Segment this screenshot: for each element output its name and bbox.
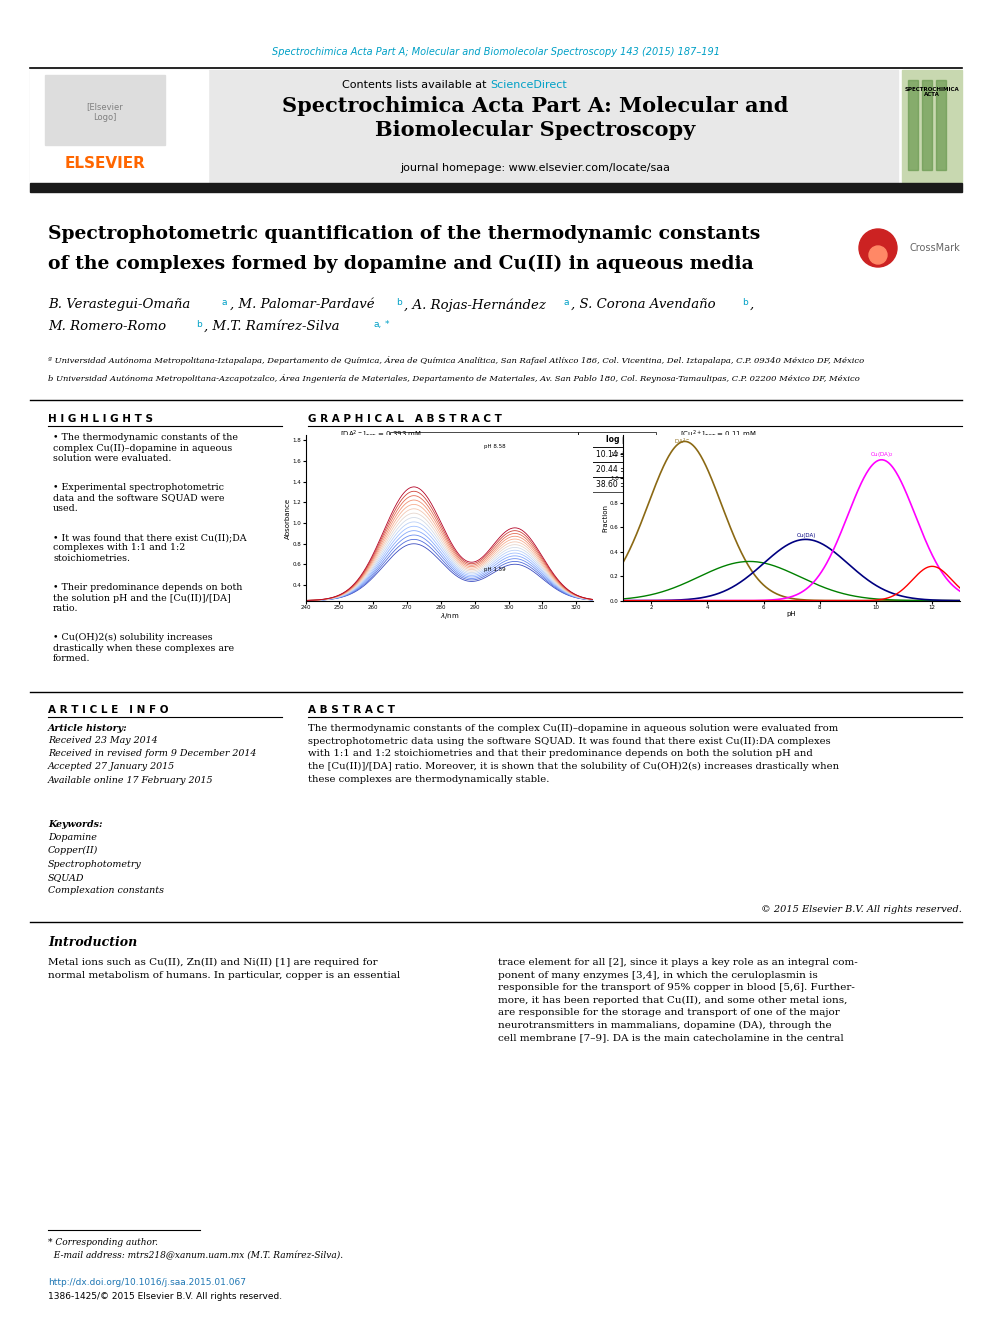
- Text: *: *: [385, 320, 390, 329]
- Text: G R A P H I C A L   A B S T R A C T: G R A P H I C A L A B S T R A C T: [308, 414, 502, 423]
- Text: Cu(DA): Cu(DA): [798, 533, 816, 538]
- Text: * Corresponding author.
  E-mail address: mtrs218@xanum.uam.mx (M.T. Ramírez-Sil: * Corresponding author. E-mail address: …: [48, 1238, 343, 1259]
- Bar: [902, 70, 962, 183]
- Text: ScienceDirect: ScienceDirect: [490, 79, 566, 90]
- Text: H I G H L I G H T S: H I G H L I G H T S: [48, 414, 153, 423]
- Text: • Experimental spectrophotometric
data and the software SQUAD were
used.: • Experimental spectrophotometric data a…: [53, 483, 224, 513]
- Text: b: b: [742, 298, 748, 307]
- Text: • The thermodynamic constants of the
complex Cu(II)–dopamine in aqueous
solution: • The thermodynamic constants of the com…: [53, 433, 238, 463]
- Bar: [922, 79, 932, 169]
- Bar: [390, 462, 578, 478]
- Text: http://dx.doi.org/10.1016/j.saa.2015.01.067: http://dx.doi.org/10.1016/j.saa.2015.01.…: [48, 1278, 246, 1287]
- Text: M. Romero-Romo: M. Romero-Romo: [48, 320, 166, 333]
- Text: [Cu$^{2+}$]$_{TOT}$ = 0.11 mM: [Cu$^{2+}$]$_{TOT}$ = 0.11 mM: [680, 429, 757, 442]
- Text: b: b: [196, 320, 201, 329]
- Text: , M. Palomar-Pardavé: , M. Palomar-Pardavé: [230, 298, 375, 311]
- Y-axis label: Absorbance: Absorbance: [286, 497, 292, 538]
- Text: DA$^{2-}$: DA$^{2-}$: [674, 437, 689, 446]
- Text: SPECTROCHIMICA
ACTA: SPECTROCHIMICA ACTA: [905, 86, 959, 98]
- X-axis label: $\lambda$/nm: $\lambda$/nm: [439, 611, 459, 622]
- Text: ª Universidad Autónoma Metropolitana-Iztapalapa, Departamento de Química, Área d: ª Universidad Autónoma Metropolitana-Izt…: [48, 356, 864, 365]
- Text: A B S T R A C T: A B S T R A C T: [308, 705, 395, 714]
- Text: © 2015 Elsevier B.V. All rights reserved.: © 2015 Elsevier B.V. All rights reserved…: [761, 905, 962, 914]
- Text: Spectrophotometric quantification of the thermodynamic constants: Spectrophotometric quantification of the…: [48, 225, 760, 243]
- Text: A R T I C L E   I N F O: A R T I C L E I N F O: [48, 705, 169, 714]
- Text: Dopamine
Copper(II)
Spectrophotometry
SQUAD
Complexation constants: Dopamine Copper(II) Spectrophotometry SQ…: [48, 833, 164, 894]
- Text: a,: a,: [374, 320, 382, 329]
- Text: pH 8.58: pH 8.58: [484, 445, 506, 450]
- Text: Cu(DA)$_2$: Cu(DA)$_2$: [870, 450, 894, 459]
- Bar: [30, 70, 898, 183]
- Text: of the complexes formed by dopamine and Cu(II) in aqueous media: of the complexes formed by dopamine and …: [48, 255, 754, 274]
- Bar: [390, 433, 578, 447]
- Text: b: b: [396, 298, 402, 307]
- Text: ,: ,: [750, 298, 754, 311]
- Text: Contents lists available at: Contents lists available at: [342, 79, 490, 90]
- Text: Introduction: Introduction: [48, 935, 137, 949]
- Bar: [390, 447, 578, 462]
- Text: [DA$^{2-}$]$_{TOT}$ = 0.393 mM: [DA$^{2-}$]$_{TOT}$ = 0.393 mM: [340, 429, 422, 442]
- Bar: [578, 447, 656, 462]
- Text: trace element for all [2], since it plays a key role as an integral com-
ponent : trace element for all [2], since it play…: [498, 958, 858, 1043]
- Bar: [390, 478, 578, 492]
- Text: • Cu(OH)2(s) solubility increases
drastically when these complexes are
formed.: • Cu(OH)2(s) solubility increases drasti…: [53, 632, 234, 663]
- Text: Equilibrium: Equilibrium: [459, 435, 509, 445]
- Text: Cu2+ + DA2− ⇒ Cu(DA): Cu2+ + DA2− ⇒ Cu(DA): [437, 450, 531, 459]
- Text: pH 1.59: pH 1.59: [484, 566, 506, 572]
- Text: , M.T. Ramírez-Silva: , M.T. Ramírez-Silva: [204, 320, 339, 333]
- Text: • It was found that there exist Cu(II);DA
complexes with 1:1 and 1:2
stoichiomet: • It was found that there exist Cu(II);D…: [53, 533, 247, 562]
- Bar: [45, 75, 165, 146]
- Text: a: a: [563, 298, 568, 307]
- Text: B. Verastegui-Omaña: B. Verastegui-Omaña: [48, 298, 190, 311]
- Text: Received 23 May 2014
Received in revised form 9 December 2014
Accepted 27 Januar: Received 23 May 2014 Received in revised…: [48, 736, 256, 785]
- Text: ELSEVIER: ELSEVIER: [64, 156, 146, 171]
- Text: 1386-1425/© 2015 Elsevier B.V. All rights reserved.: 1386-1425/© 2015 Elsevier B.V. All right…: [48, 1293, 282, 1301]
- Text: 20.44 ±0.5: 20.44 ±0.5: [595, 464, 638, 474]
- Bar: [578, 478, 656, 492]
- Text: log β: log β: [606, 435, 628, 445]
- Text: Spectrochimica Acta Part A; Molecular and Biomolecolar Spectroscopy 143 (2015) 1: Spectrochimica Acta Part A; Molecular an…: [272, 48, 720, 57]
- Bar: [30, 183, 962, 192]
- Circle shape: [859, 229, 897, 267]
- Bar: [578, 462, 656, 478]
- Text: Cu2+ + H+ + DA2− ⇒ Cu(HDA)+: Cu2+ + H+ + DA2− ⇒ Cu(HDA)+: [420, 464, 548, 474]
- Text: b Universidad Autónoma Metropolitana-Azcapotzalco, Área Ingeniería de Materiales: b Universidad Autónoma Metropolitana-Azc…: [48, 374, 860, 382]
- Text: Metal ions such as Cu(II), Zn(II) and Ni(II) [1] are required for
normal metabol: Metal ions such as Cu(II), Zn(II) and Ni…: [48, 958, 400, 979]
- X-axis label: pH: pH: [787, 611, 797, 618]
- Text: Spectrochimica Acta Part A: Molecular and
Biomolecular Spectroscopy: Spectrochimica Acta Part A: Molecular an…: [282, 95, 789, 140]
- Bar: [578, 433, 656, 447]
- Text: CrossMark: CrossMark: [910, 243, 960, 253]
- Text: Keywords:: Keywords:: [48, 820, 102, 830]
- Bar: [936, 79, 946, 169]
- Bar: [908, 79, 918, 169]
- Text: Cu2+ + 2H+ + 2DA2− ⇒ Cu2(DA)2: Cu2+ + 2H+ + 2DA2− ⇒ Cu2(DA)2: [417, 480, 552, 490]
- Y-axis label: Fraction: Fraction: [603, 504, 609, 532]
- Text: , A. Rojas-Hernández: , A. Rojas-Hernández: [404, 298, 546, 311]
- Text: 38.60 ±0.4: 38.60 ±0.4: [595, 480, 638, 490]
- Text: [Elsevier
Logo]: [Elsevier Logo]: [86, 102, 123, 122]
- Text: The thermodynamic constants of the complex Cu(II)–dopamine in aqueous solution w: The thermodynamic constants of the compl…: [308, 724, 839, 783]
- Text: Article history:: Article history:: [48, 724, 128, 733]
- Bar: [30, 70, 208, 183]
- Text: a: a: [222, 298, 227, 307]
- Text: journal homepage: www.elsevier.com/locate/saa: journal homepage: www.elsevier.com/locat…: [400, 163, 670, 173]
- Text: 10.14 ±0.3: 10.14 ±0.3: [596, 450, 638, 459]
- Circle shape: [869, 246, 887, 265]
- Text: • Their predominance depends on both
the solution pH and the [Cu(II)]/[DA]
ratio: • Their predominance depends on both the…: [53, 583, 242, 613]
- Text: , S. Corona Avendаño: , S. Corona Avendаño: [571, 298, 715, 311]
